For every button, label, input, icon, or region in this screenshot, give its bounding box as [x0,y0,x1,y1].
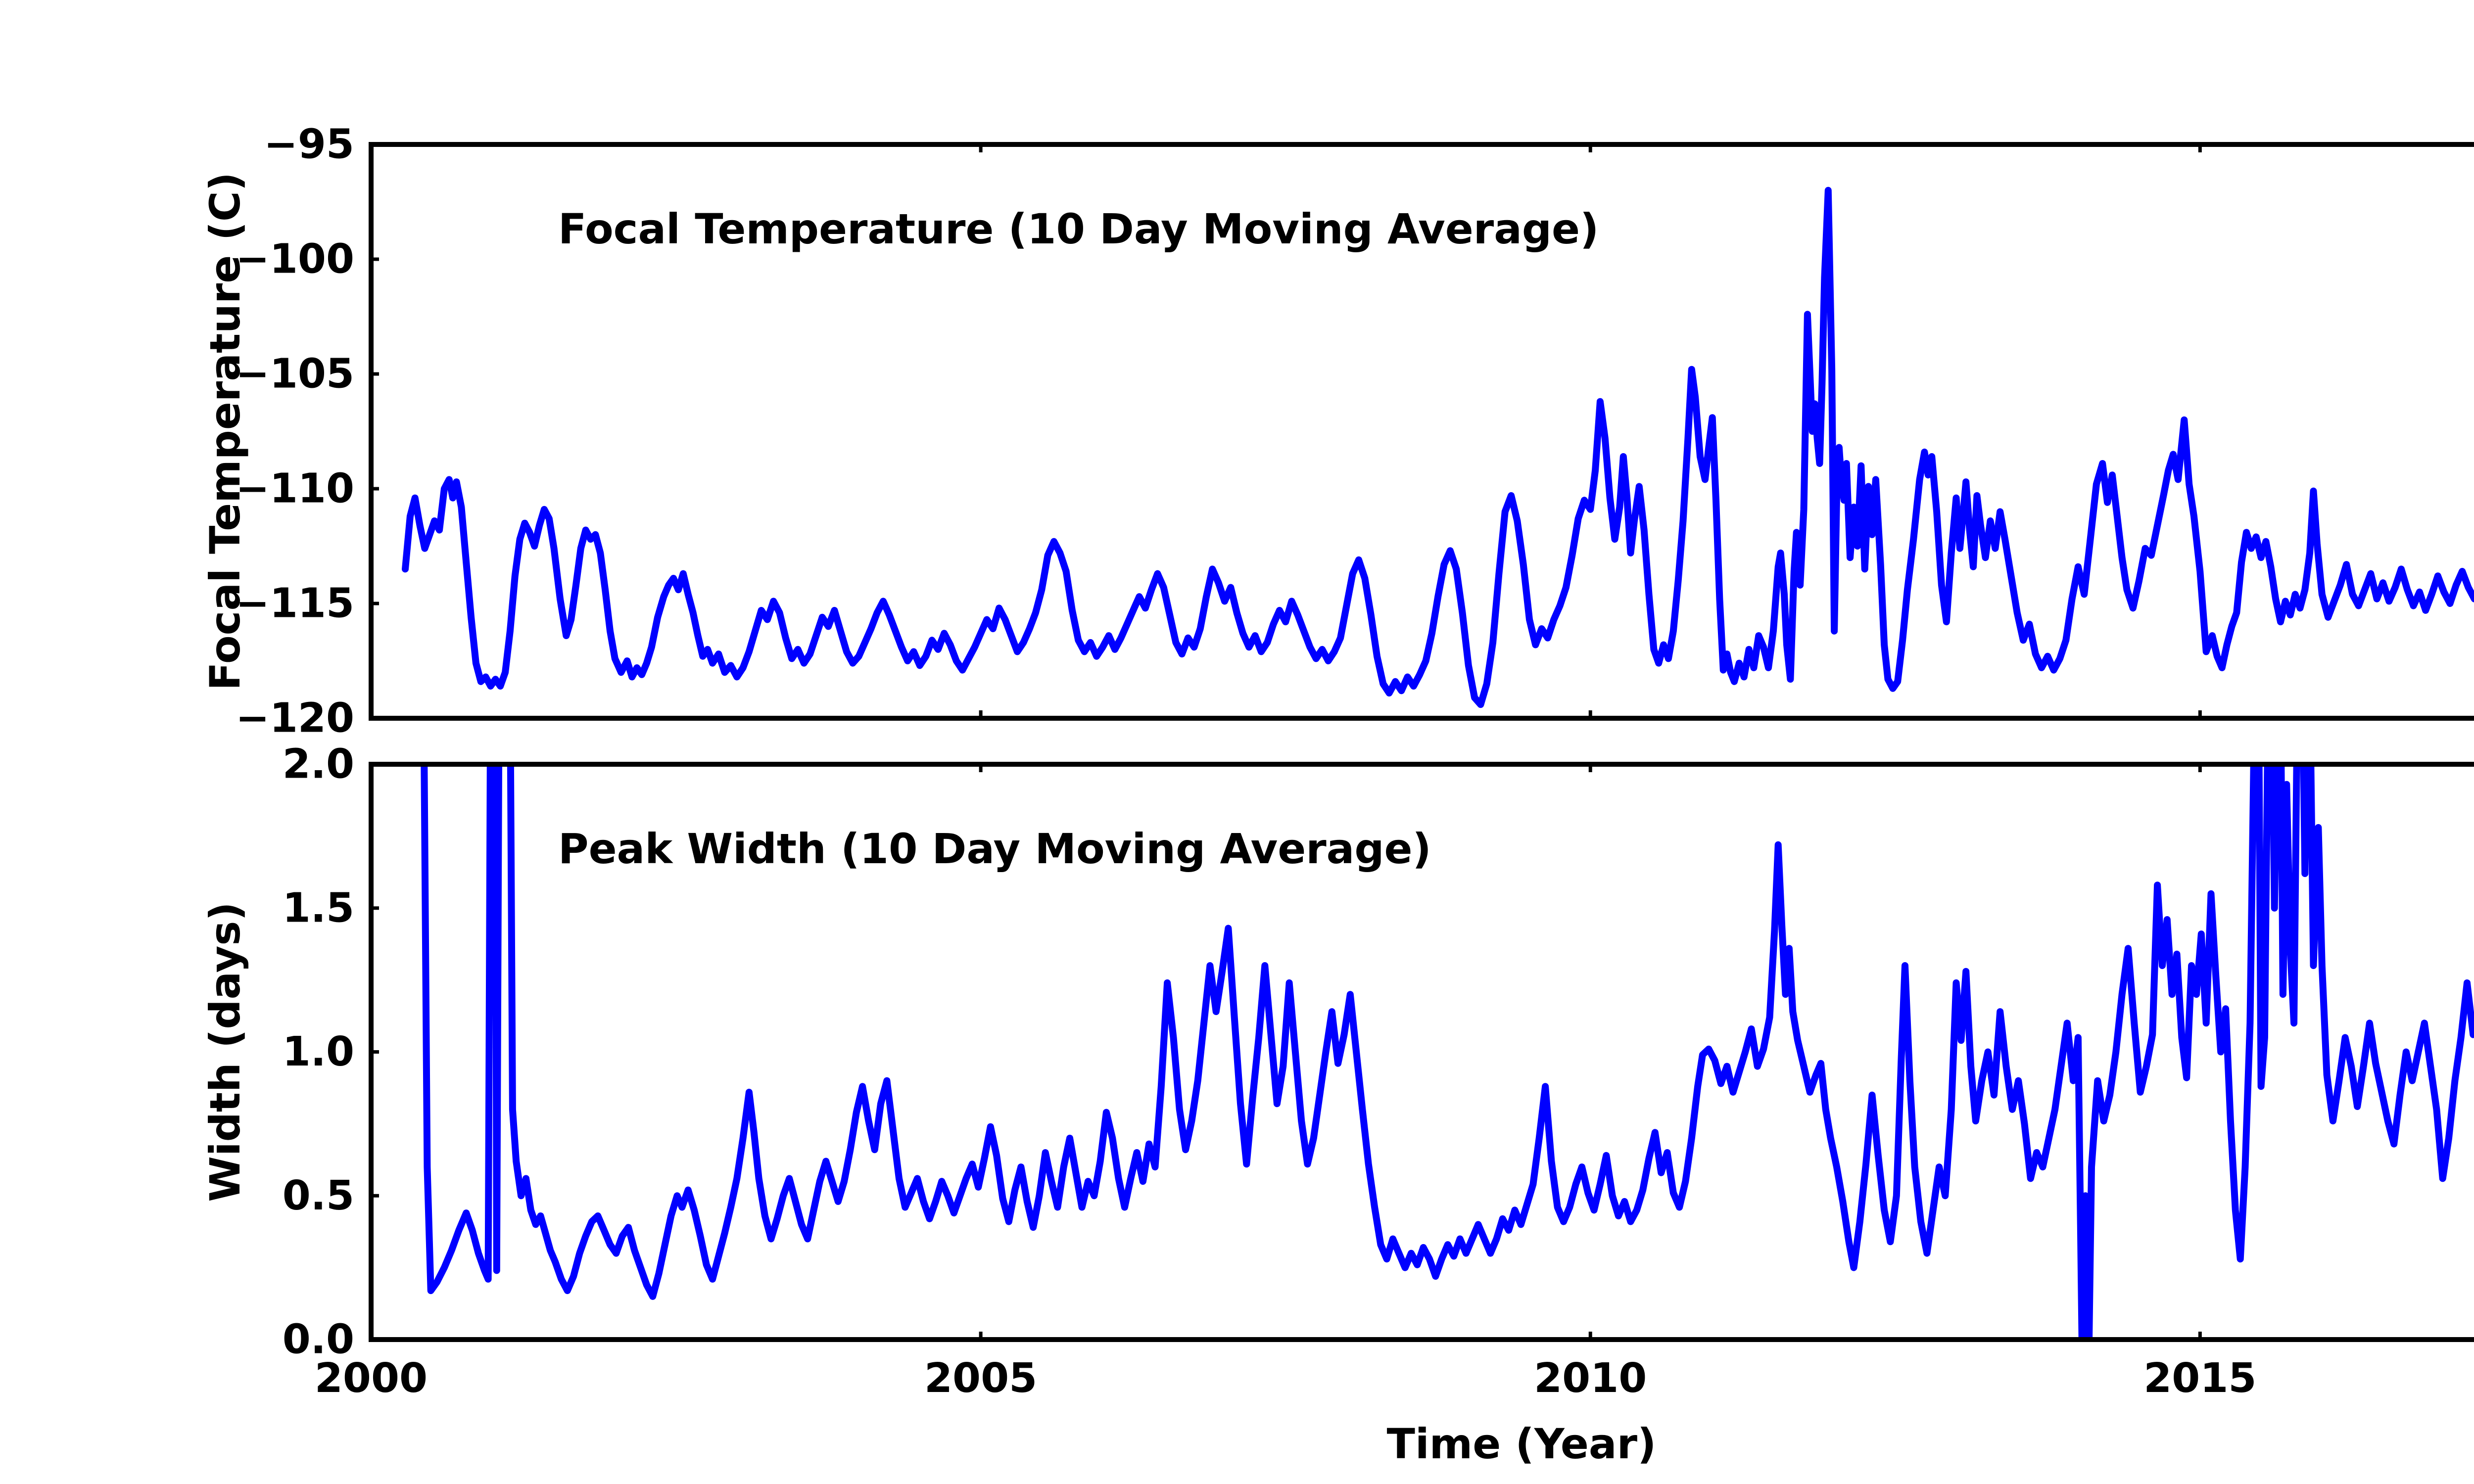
y-tick-label: 1.0 [283,1028,354,1075]
x-tick-label: 2005 [924,1355,1037,1402]
y-tick-label: −100 [236,236,354,283]
x-tick-label: 2000 [315,1355,428,1402]
y-axis-label-0: Focal Temperature (C) [201,172,249,691]
y-tick-label: −115 [236,580,354,627]
axes-spines [369,142,2474,721]
y-axis-label-1: Width (days) [201,902,249,1202]
x-tick-label: 2015 [2143,1355,2256,1402]
y-tick-label: 0.5 [283,1172,354,1219]
y-tick-label: −120 [236,695,354,742]
y-tick-label: −95 [264,121,354,168]
x-axis-label: Time (Year) [1387,1420,1657,1468]
x-tick-label: 2010 [1534,1355,1647,1402]
y-tick-label: 0.0 [283,1316,354,1363]
y-tick-label: 1.5 [283,884,354,931]
panel-title-1: Peak Width (10 Day Moving Average) [558,825,1431,873]
y-tick-label: −105 [236,351,354,398]
focal-temperature-10day-ma-line [402,186,2474,708]
panel-title-0: Focal Temperature (10 Day Moving Average… [558,205,1599,253]
panel-1: 2000 2005 2010 2015 2.0 1.5 1.0 0.5 0.0 Peak Widt… [201,741,2474,1468]
y-tick-label: −110 [236,465,354,512]
peak-width-10day-ma-line [421,764,2474,1340]
y-tick-label: 2.0 [283,741,354,788]
